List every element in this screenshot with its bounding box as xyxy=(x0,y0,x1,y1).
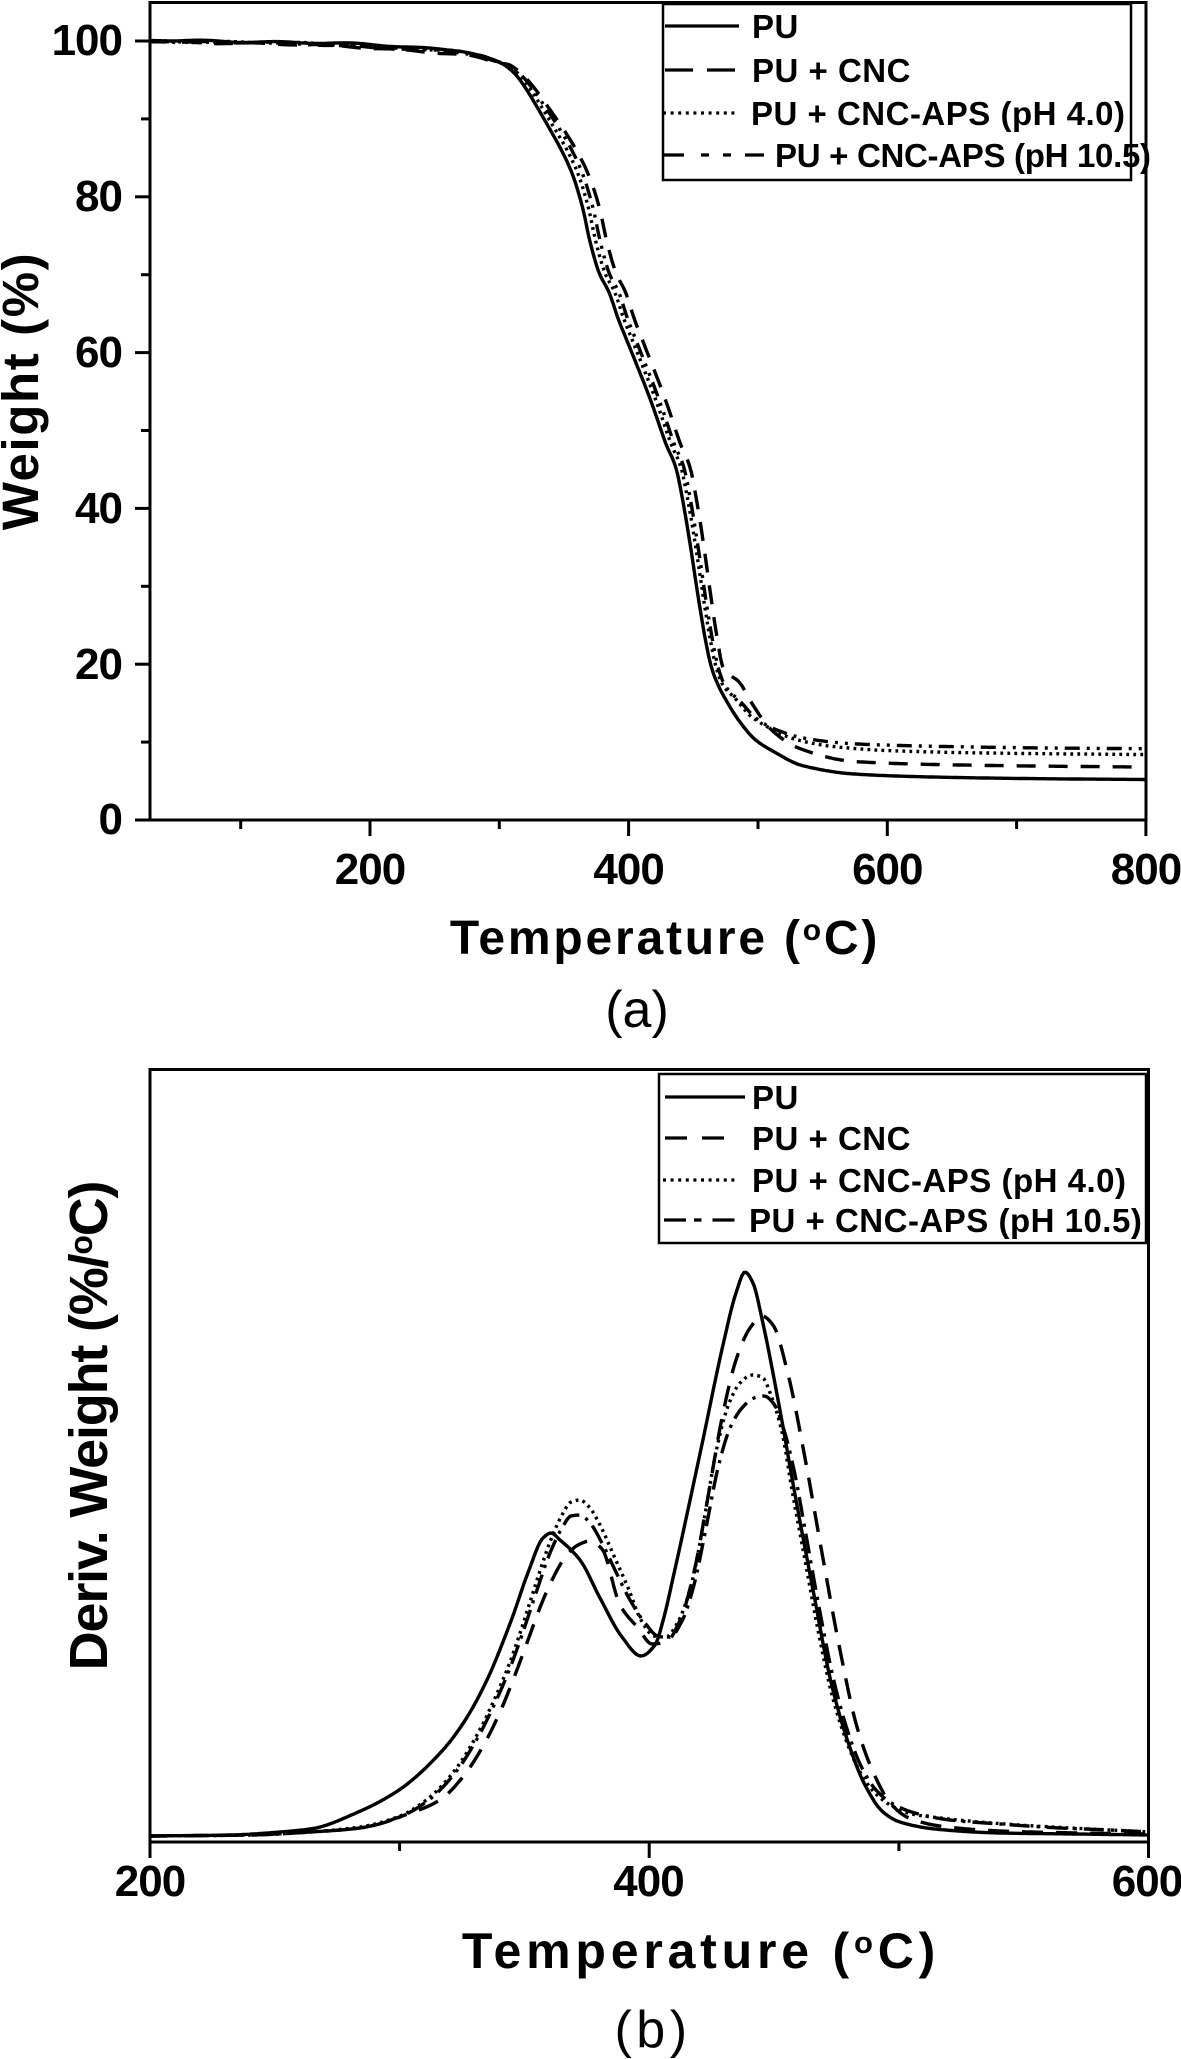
svg-text:PU + CNC: PU + CNC xyxy=(752,52,911,89)
svg-text:PU + CNC: PU + CNC xyxy=(752,1120,911,1157)
svg-text:PU + CNC-APS (pH 10.5): PU + CNC-APS (pH 10.5) xyxy=(749,1202,1142,1239)
svg-text:60: 60 xyxy=(75,328,122,377)
svg-text:200: 200 xyxy=(115,1857,185,1906)
svg-text:800: 800 xyxy=(1111,845,1181,894)
svg-text:Deriv. Weight (%/oC): Deriv. Weight (%/oC) xyxy=(59,1182,119,1671)
svg-text:400: 400 xyxy=(593,845,663,894)
svg-text:PU: PU xyxy=(752,8,799,45)
svg-text:20: 20 xyxy=(75,640,122,689)
svg-text:100: 100 xyxy=(52,16,122,65)
svg-text:Temperature (oC): Temperature (oC) xyxy=(462,1923,940,1979)
svg-text:PU + CNC-APS (pH 4.0): PU + CNC-APS (pH 4.0) xyxy=(752,1162,1126,1199)
svg-text:(b): (b) xyxy=(614,2001,691,2059)
svg-text:PU + CNC-APS (pH 4.0): PU + CNC-APS (pH 4.0) xyxy=(751,95,1125,132)
svg-text:600: 600 xyxy=(1112,1857,1181,1906)
svg-text:40: 40 xyxy=(75,484,122,533)
svg-text:600: 600 xyxy=(852,845,922,894)
svg-text:PU: PU xyxy=(752,1079,799,1116)
svg-text:(a): (a) xyxy=(605,981,669,1039)
svg-text:Weight (%): Weight (%) xyxy=(0,252,49,531)
svg-text:0: 0 xyxy=(99,795,122,844)
svg-text:PU + CNC-APS (pH 10.5): PU + CNC-APS (pH 10.5) xyxy=(775,137,1151,174)
svg-text:200: 200 xyxy=(335,845,405,894)
svg-text:400: 400 xyxy=(613,1857,683,1906)
svg-text:80: 80 xyxy=(75,172,122,221)
